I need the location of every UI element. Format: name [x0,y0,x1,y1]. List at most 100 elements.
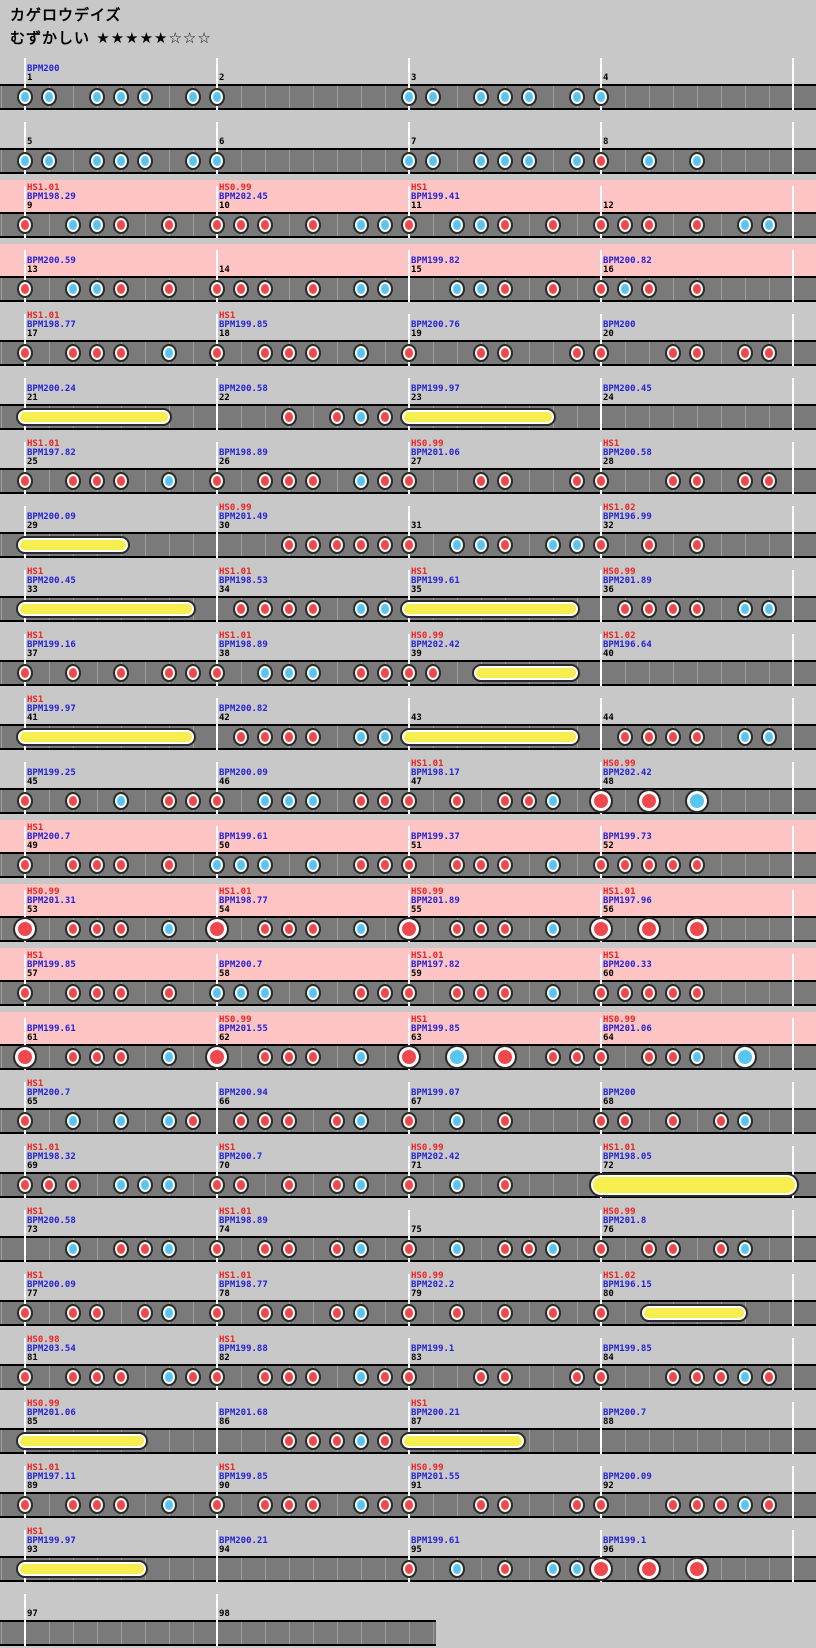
measure-number: 55 [411,905,422,915]
note-don-big [493,1045,517,1069]
note-don [257,280,273,298]
measure-number: 97 [27,1609,38,1619]
measure-barline [408,954,410,1006]
note-don [497,536,513,554]
chart-row: HS1 BPM200.09 77 HS1.01 BPM198.77 78 HS0.99 BPM… [0,1268,816,1326]
note-don-big [397,917,421,941]
drumroll [400,728,580,746]
note-don [545,280,561,298]
note-ka [425,152,441,170]
note-don [473,856,489,874]
measure-number: 77 [27,1289,38,1299]
bpm-label: BPM198.77 [27,320,76,330]
bpm-label: BPM200.82 [603,256,652,266]
note-don [617,600,633,618]
note-ka [569,152,585,170]
measure-barline [24,122,26,174]
note-don [65,1048,81,1066]
note-don [665,344,681,362]
drumroll [16,728,196,746]
measure-barline [600,250,602,302]
note-don [209,216,225,234]
bpm-label: BPM199.25 [27,768,76,778]
bpm-label: BPM200.09 [219,768,268,778]
measure-barline [24,954,26,1006]
note-don [329,536,345,554]
note-don [593,856,609,874]
measure-number: 89 [27,1481,38,1491]
note-don [593,536,609,554]
note-don [257,920,273,938]
measure-number: 2 [219,73,225,83]
chart-row: HS0.98 BPM203.54 81 HS1 BPM199.88 82 BPM199.1 8… [0,1332,816,1390]
measure-barline [408,1146,410,1198]
note-don [161,792,177,810]
note-ka [377,216,393,234]
measure-barline [600,1082,602,1134]
bpm-label: BPM200.58 [27,1216,76,1226]
note-don [401,1176,417,1194]
note-don [17,280,33,298]
note-ka [737,1112,753,1130]
note-ka [473,152,489,170]
measure-number: 71 [411,1161,422,1171]
hs-label: HS1 [219,311,236,321]
hs-label: HS0.99 [27,1399,60,1409]
measure-number: 40 [603,649,614,659]
measure-number: 28 [603,457,614,467]
note-don [281,1432,297,1450]
bpm-label: BPM198.05 [603,1152,652,1162]
note-don [161,984,177,1002]
measure-barline [600,378,602,430]
bpm-label: BPM200.09 [27,512,76,522]
measure-number: 43 [411,713,422,723]
measure-barline [792,1274,794,1326]
note-don [233,1176,249,1194]
note-don [593,344,609,362]
measure-barline [600,570,602,622]
measure-number: 75 [411,1225,422,1235]
measure-barline [792,1082,794,1134]
bpm-label: BPM200.7 [27,832,71,842]
note-don [713,1368,729,1386]
drumroll [16,600,196,618]
measure-barline [408,634,410,686]
note-ka [353,600,369,618]
measure-number: 64 [603,1033,614,1043]
measure-barline [24,1146,26,1198]
bpm-label: BPM199.97 [27,704,76,714]
measure-number: 68 [603,1097,614,1107]
note-don [473,344,489,362]
measure-barline [216,634,218,686]
measure-number: 69 [27,1161,38,1171]
note-ka [449,1176,465,1194]
note-don [257,1368,273,1386]
note-don [353,856,369,874]
note-ka [209,88,225,106]
drumroll [16,408,172,426]
note-don [281,1304,297,1322]
note-don [89,1496,105,1514]
note-ka [737,216,753,234]
note-don [305,600,321,618]
note-don [89,1048,105,1066]
note-don [209,1240,225,1258]
note-ka [305,984,321,1002]
note-don [641,728,657,746]
note-don [401,1112,417,1130]
note-ka [161,1368,177,1386]
note-don [17,1176,33,1194]
chart-row: BPM199.61 61 HS0.99 BPM201.55 62 HS1 BPM199.85… [0,1012,816,1070]
measure-barline [792,1018,794,1070]
measure-number: 58 [219,969,230,979]
note-don [665,1368,681,1386]
measure-barline [216,442,218,494]
note-don [137,1240,153,1258]
measure-number: 54 [219,905,230,915]
note-ka [65,1112,81,1130]
note-don [593,472,609,490]
measure-number: 10 [219,201,230,211]
measure-barline [216,698,218,750]
measure-barline [24,1530,26,1582]
note-don [65,792,81,810]
